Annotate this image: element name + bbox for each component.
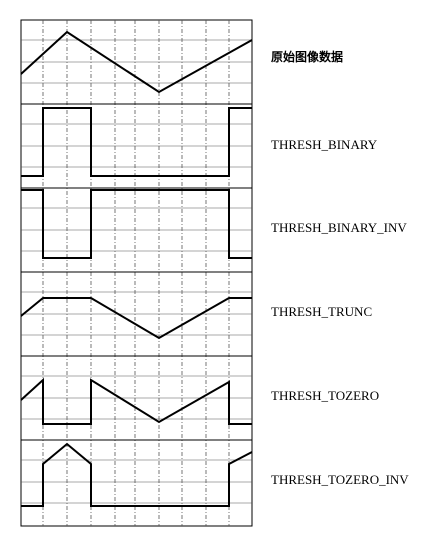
panel-label-original: 原始图像数据 — [271, 50, 344, 64]
panel-label-thresh-trunc: THRESH_TRUNC — [271, 304, 373, 319]
waveform-thresh-trunc — [20, 297, 252, 340]
waveform-thresh-tozero — [20, 377, 252, 425]
waveform-thresh-binary-inv — [21, 189, 252, 259]
panel-label-thresh-tozero-inv: THRESH_TOZERO_INV — [271, 472, 409, 487]
waveform-original — [20, 30, 253, 94]
figure-frame — [20, 19, 253, 527]
panel-label-thresh-tozero: THRESH_TOZERO — [271, 388, 380, 403]
waveform-thresh-tozero-inv — [21, 442, 253, 507]
panel-label-thresh-binary: THRESH_BINARY — [271, 137, 378, 152]
waveform-thresh-binary — [21, 107, 252, 177]
panel-label-thresh-binary-inv: THRESH_BINARY_INV — [271, 220, 407, 235]
